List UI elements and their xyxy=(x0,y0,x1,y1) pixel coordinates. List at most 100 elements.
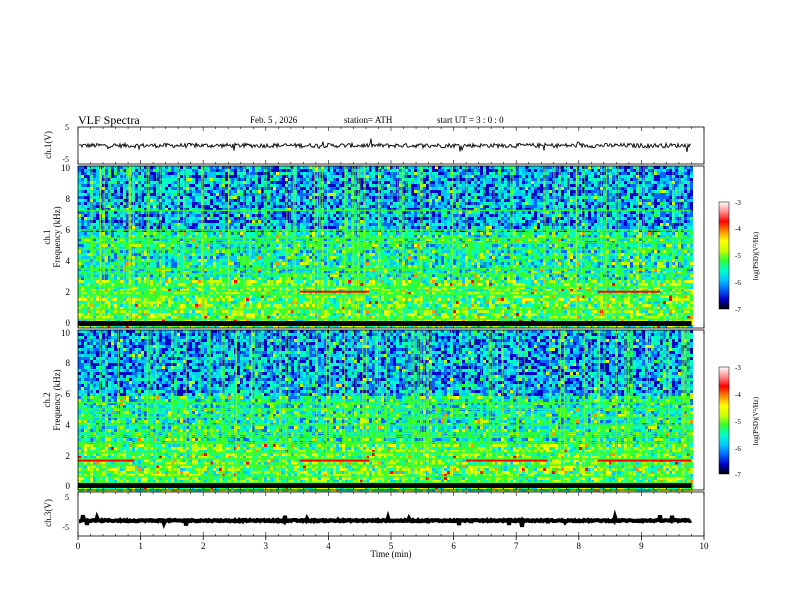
spec1-cell-1624 xyxy=(645,187,648,190)
spec1-cell-2232 xyxy=(624,196,627,199)
spec1-cell-29 xyxy=(165,166,168,169)
spec1-cell-4092 xyxy=(669,223,672,226)
spec1-cell-2423 xyxy=(582,199,585,202)
spec1-cell-2172 xyxy=(444,196,447,199)
spec1-cell-1103 xyxy=(312,181,315,184)
spec1-cell-3854 xyxy=(570,220,573,223)
spec1-cell-2700 xyxy=(183,205,186,208)
spec1-cell-4669 xyxy=(555,232,558,235)
spec1-cell-2358 xyxy=(387,199,390,202)
spec1-cell-2944 xyxy=(300,208,303,211)
spec1-cell-3824 xyxy=(480,220,483,223)
spec1-cell-1489 xyxy=(240,187,243,190)
spec1-cell-1743 xyxy=(387,190,390,193)
spec1-cell-2594 xyxy=(480,202,483,205)
spec1-cell-1380 xyxy=(528,184,531,187)
spec1-cell-2773 xyxy=(402,205,405,208)
spec1-cell-3114 xyxy=(195,211,198,214)
spec1-cell-2366 xyxy=(411,199,414,202)
spec1-cell-4862 xyxy=(519,235,522,238)
spec1-cell-3754 xyxy=(270,220,273,223)
spec1-cell-2028 xyxy=(627,193,630,196)
spec1-cell-2952 xyxy=(324,208,327,211)
spec1-cell-3434 xyxy=(540,214,543,217)
spec1-cell-3567 xyxy=(324,217,327,220)
spec1-cell-1757 xyxy=(429,190,432,193)
spec1-cell-3556 xyxy=(291,217,294,220)
spec1-cell-1995 xyxy=(528,193,531,196)
spec1-cell-2993 xyxy=(447,208,450,211)
spec1-cell-2292 xyxy=(189,199,192,202)
spec1-cell-4220 xyxy=(438,226,441,229)
spec1-cell-406 xyxy=(681,169,684,172)
spec1-cell-1329 xyxy=(375,184,378,187)
spec1-cell-2790 xyxy=(453,205,456,208)
spec1-cell-2851 xyxy=(636,205,639,208)
spec1-cell-1622 xyxy=(639,187,642,190)
spec1-cell-3421 xyxy=(501,214,504,217)
spec1-cell-1215 xyxy=(648,181,651,184)
spec1-cell-3641 xyxy=(546,217,549,220)
spec1-cell-2372 xyxy=(429,199,432,202)
spec1-cell-354 xyxy=(525,169,528,172)
spec1-cell-4228 xyxy=(462,226,465,229)
spec1-cell-3035 xyxy=(573,208,576,211)
spec1-cell-4010 xyxy=(423,223,426,226)
spec1-cell-4535 xyxy=(153,232,156,235)
spec1-cell-3667 xyxy=(624,217,627,220)
spec1-cell-42 xyxy=(204,166,207,169)
spec1-cell-1979 xyxy=(480,193,483,196)
spec1-cell-652 xyxy=(189,175,192,178)
spec1-cell-3173 xyxy=(372,211,375,214)
spec1-cell-3674 xyxy=(645,217,648,220)
spec1-cell-3232 xyxy=(549,211,552,214)
spec1-cell-1169 xyxy=(510,181,513,184)
spec1-cell-31 xyxy=(171,166,174,169)
spec1-cell-1636 xyxy=(681,187,684,190)
spec1-cell-3034 xyxy=(570,208,573,211)
spec1-cell-1198 xyxy=(597,181,600,184)
spec1-cell-3300 xyxy=(138,214,141,217)
spec1-cell-3003 xyxy=(477,208,480,211)
spec1-cell-2235 xyxy=(633,196,636,199)
spec1-cell-225 xyxy=(138,169,141,172)
spec1-cell-575 xyxy=(573,172,576,175)
spec1-cell-4524 xyxy=(120,232,123,235)
spec1-cell-3941 xyxy=(216,223,219,226)
spec1-cell-2833 xyxy=(582,205,585,208)
spec1-cell-3992 xyxy=(369,223,372,226)
spec1-cell-1529 xyxy=(360,187,363,190)
spec1-cell-2964 xyxy=(360,208,363,211)
spec1-cell-880 xyxy=(258,178,261,181)
spec1-cell-1013 xyxy=(657,178,660,181)
spec1-cell-2334 xyxy=(315,199,318,202)
spec1-cell-2101 xyxy=(231,196,234,199)
spec1-cell-2069 xyxy=(135,196,138,199)
spec1-cell-534 xyxy=(450,172,453,175)
spec1-cell-1371 xyxy=(501,184,504,187)
spec1-cell-3537 xyxy=(234,217,237,220)
spec1-cell-3013 xyxy=(507,208,510,211)
spec1-cell-757 xyxy=(504,175,507,178)
spec1-cell-1600 xyxy=(573,187,576,190)
spec1-cell-1816 xyxy=(606,190,609,193)
spec1-cell-1827 xyxy=(639,190,642,193)
spec1-cell-4572 xyxy=(264,232,267,235)
spec1-cell-641 xyxy=(156,175,159,178)
spec1-cell-152 xyxy=(534,166,537,169)
spec1-cell-2441 xyxy=(636,199,639,202)
spec1-cell-2920 xyxy=(228,208,231,211)
spec1-cell-134 xyxy=(480,166,483,169)
spec1-cell-2937 xyxy=(279,208,282,211)
spec1-cell-3836 xyxy=(516,220,519,223)
spec1-cell-780 xyxy=(573,175,576,178)
spec1-cell-2365 xyxy=(408,199,411,202)
spec1-cell-2123 xyxy=(297,196,300,199)
spec1-cell-473 xyxy=(267,172,270,175)
spec1-cell-4651 xyxy=(501,232,504,235)
spec1-cell-2647 xyxy=(639,202,642,205)
spec1-cell-1429 xyxy=(675,184,678,187)
spec1-cell-3844 xyxy=(540,220,543,223)
spec1-cell-1251 xyxy=(141,184,144,187)
spec1-cell-799 xyxy=(630,175,633,178)
